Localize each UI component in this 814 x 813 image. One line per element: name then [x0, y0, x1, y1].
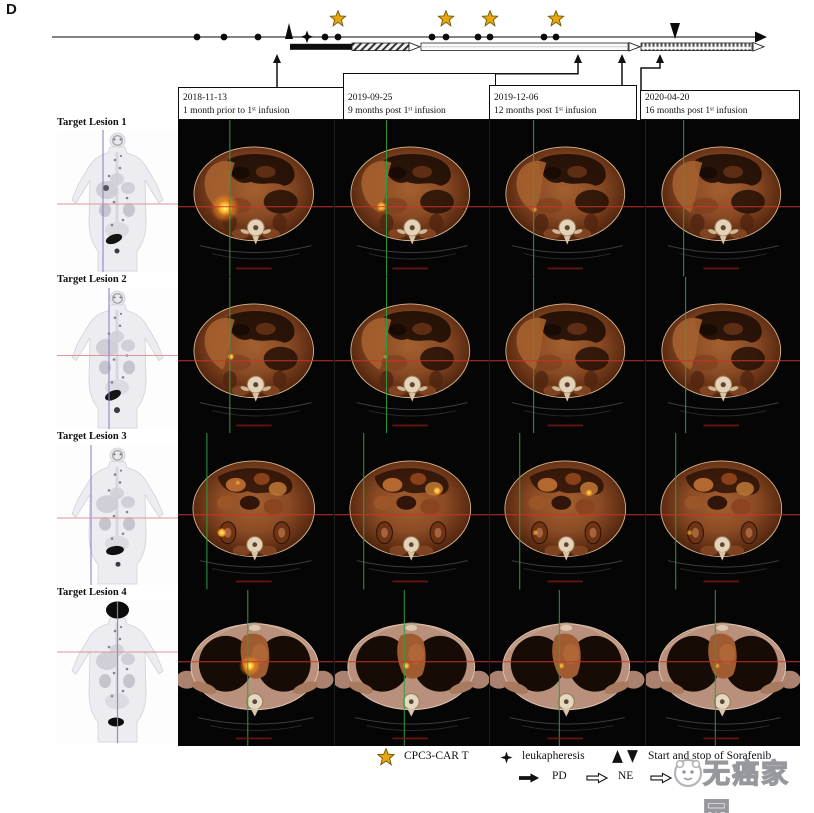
legend-pd-label: PD: [552, 770, 567, 782]
pet-ct-axial-image: [333, 433, 489, 590]
legend-ne-label: NE: [618, 770, 634, 782]
pet-ct-axial-image: [178, 433, 334, 590]
car-t-star-icon: [377, 748, 395, 766]
callout-caption: 16 months post 1ˢᵗ infusion: [645, 106, 748, 117]
timeline-end-arrow-icon: [755, 31, 767, 43]
mip-image-lesion-4: [57, 601, 178, 743]
sorafenib-stop-triangle-icon: [670, 23, 680, 39]
callout-box-3: 2019-12-06 12 months post 1ˢᵗ infusion: [489, 85, 637, 120]
leukapheresis-icon: [500, 751, 513, 764]
callout-date: 2019-09-25: [348, 93, 393, 104]
pet-ct-axial-image: [333, 589, 489, 746]
callout-leader-arrowheads: [273, 54, 664, 63]
sorafenib-bar: [290, 43, 352, 50]
pet-ct-axial-image: [489, 589, 645, 746]
figure-letter: D: [6, 1, 17, 18]
callout-box-2: 2019-09-25 9 months post 1ˢᵗ infusion: [343, 73, 496, 120]
mip-image-lesion-2: [57, 288, 178, 429]
watermark-text: 无癌家园: [702, 758, 790, 813]
pd-solid-arrow-icon: [518, 773, 540, 783]
open-arrow-icon: [752, 41, 766, 52]
pet-ct-axial-image: [333, 120, 489, 277]
pet-ct-axial-image: [489, 433, 645, 590]
sorafenib-start-triangle-icon: [612, 750, 623, 763]
legend-car-t-label: CPC3-CAR T: [404, 750, 469, 762]
callout-caption: 9 months post 1ˢᵗ infusion: [348, 106, 446, 117]
open-arrow-icon: [650, 772, 673, 784]
callout-box-1: 2018-11-13 1 month prior to 1ˢᵗ infusion: [178, 87, 344, 120]
legend-leukapheresis-label: leukapheresis: [522, 750, 585, 762]
callout-date: 2018-11-13: [183, 93, 227, 104]
callout-caption: 12 months post 1ˢᵗ infusion: [494, 106, 597, 117]
mip-image-lesion-1: [57, 130, 178, 272]
pet-ct-axial-image: [333, 276, 489, 433]
treatment-timeline: [52, 10, 767, 91]
pet-ct-axial-image: [178, 120, 334, 277]
open-arrow-icon: [628, 41, 642, 52]
leukapheresis-marker-icon: [301, 30, 313, 44]
dotted-period-bar: [640, 42, 753, 51]
pet-ct-grid: [178, 120, 800, 746]
callout-caption: 1 month prior to 1ˢᵗ infusion: [183, 106, 290, 117]
ne-open-arrow-icon: [586, 772, 609, 784]
mip-image-lesion-3: [57, 445, 178, 585]
target-lesion-3-label: Target Lesion 3: [57, 431, 127, 442]
legend-sorafenib-label: Start and stop of Sorafenib: [648, 750, 772, 762]
car-t-infusion-stars: [329, 10, 565, 27]
hypermetabolic-focus: [105, 233, 123, 245]
callout-date: 2019-12-06: [494, 93, 539, 104]
pet-ct-panel: [178, 120, 800, 746]
pet-ct-axial-image: [178, 276, 334, 433]
target-lesion-2-label: Target Lesion 2: [57, 274, 127, 285]
callout-box-4: 2020-04-20 16 months post 1ˢᵗ infusion: [640, 90, 800, 120]
pet-ct-axial-image: [644, 120, 800, 277]
sorafenib-stop-triangle-icon: [627, 750, 638, 763]
open-arrow-icon: [408, 41, 422, 52]
callout-date: 2020-04-20: [645, 93, 690, 104]
pet-ct-axial-image: [489, 120, 645, 277]
watermark-logo-icon: [673, 758, 703, 788]
target-lesion-4-label: Target Lesion 4: [57, 587, 127, 598]
pet-ct-axial-image: [644, 276, 800, 433]
callout-leader-lines: [276, 62, 661, 91]
pet-ct-axial-image: [644, 589, 800, 746]
event-dots: [193, 33, 560, 41]
pet-ct-axial-image: [489, 276, 645, 433]
pet-ct-axial-image: [178, 589, 334, 746]
pet-ct-axial-image: [644, 433, 800, 590]
hatched-period-bar: [351, 42, 410, 51]
sorafenib-start-triangle-icon: [285, 23, 293, 39]
target-lesion-1-label: Target Lesion 1: [57, 117, 127, 128]
